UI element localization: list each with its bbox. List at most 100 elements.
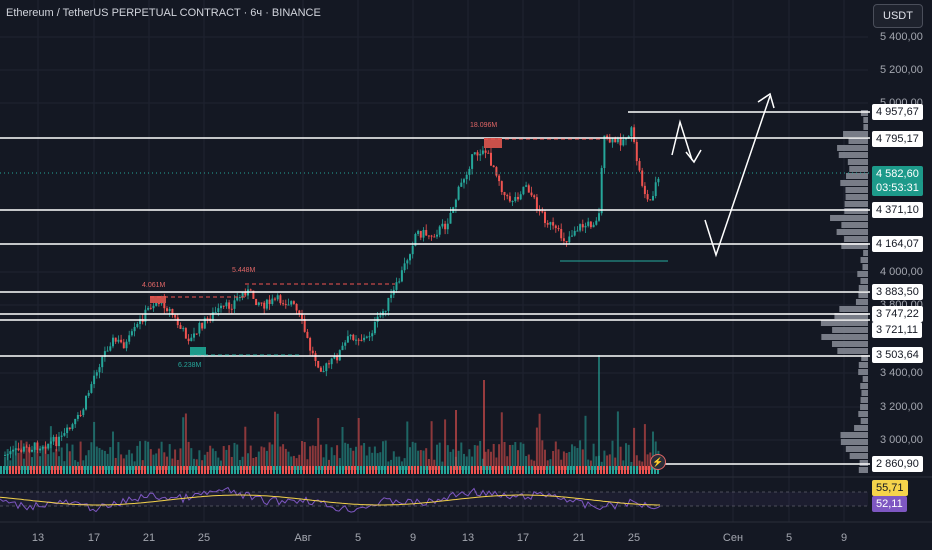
volume-strip xyxy=(222,466,224,474)
volume-bar xyxy=(120,454,123,470)
volume-bar xyxy=(363,443,366,470)
volume-bar xyxy=(82,460,85,470)
profile-bar xyxy=(847,159,868,165)
volume-strip xyxy=(261,466,263,474)
volume-strip xyxy=(141,466,143,474)
candle xyxy=(184,328,187,339)
volume-bar xyxy=(568,451,571,470)
volume-strip xyxy=(471,466,473,474)
candle xyxy=(58,436,60,447)
volume-bar xyxy=(95,446,98,470)
volume-strip xyxy=(90,466,92,474)
volume-bar xyxy=(66,443,69,470)
candle xyxy=(322,371,325,373)
volume-bar xyxy=(63,461,66,470)
candle xyxy=(568,236,571,243)
volume-strip xyxy=(102,466,104,474)
volume-bar xyxy=(260,446,263,470)
level-tag: 4 371,10 xyxy=(872,202,923,218)
candle xyxy=(290,301,293,305)
candle xyxy=(441,223,444,227)
volume-strip xyxy=(378,466,380,474)
volume-strip xyxy=(468,466,470,474)
candle xyxy=(654,182,657,197)
volume-strip xyxy=(201,466,203,474)
volume-strip xyxy=(120,466,122,474)
volume-strip xyxy=(132,466,134,474)
volume-bar xyxy=(166,456,168,470)
volume-strip xyxy=(549,466,551,474)
candle xyxy=(303,318,306,332)
countdown-tag: 03:53:31 xyxy=(872,180,923,196)
volume-bar xyxy=(58,456,60,470)
volume-bar xyxy=(103,450,106,470)
volume-bar xyxy=(346,443,349,470)
volume-strip xyxy=(429,466,431,474)
volume-strip xyxy=(0,466,2,474)
volume-bar xyxy=(525,456,528,470)
forecast-arrows xyxy=(671,92,775,258)
volume-bar xyxy=(376,453,379,470)
candle xyxy=(33,442,36,450)
volume-strip xyxy=(474,466,476,474)
volume-strip xyxy=(78,466,80,474)
candle xyxy=(287,304,290,306)
candle xyxy=(387,297,390,311)
volume-strip xyxy=(387,466,389,474)
currency-button[interactable]: USDT xyxy=(873,4,923,28)
volume-bar xyxy=(336,445,339,470)
volume-strip xyxy=(606,466,608,474)
candle xyxy=(344,342,347,346)
volume-bar xyxy=(306,459,309,470)
volume-strip xyxy=(375,466,377,474)
candle xyxy=(182,328,185,330)
lightning-icon[interactable]: ⚡ xyxy=(650,454,666,470)
candle xyxy=(39,448,42,451)
volume-strip xyxy=(126,466,128,474)
candle xyxy=(395,282,398,290)
volume-bar xyxy=(557,449,560,470)
volume-bar xyxy=(427,458,430,470)
volume-bar xyxy=(257,451,260,470)
volume-strip xyxy=(303,466,305,474)
candle xyxy=(85,395,87,410)
candle xyxy=(198,322,201,334)
volume-bar xyxy=(560,459,563,470)
time-tick: 21 xyxy=(142,532,156,544)
symbol-title[interactable]: Ethereum / TetherUS PERPETUAL CONTRACT ·… xyxy=(6,7,321,19)
candle xyxy=(600,168,603,214)
candle xyxy=(598,213,600,221)
volume-bar xyxy=(52,452,55,470)
volume-strip xyxy=(648,466,650,474)
candle xyxy=(317,360,320,368)
candle xyxy=(630,127,633,137)
candle xyxy=(117,339,120,342)
volume-strip xyxy=(372,466,374,474)
volume-strip xyxy=(270,466,272,474)
volume-bar xyxy=(228,445,231,470)
candle xyxy=(144,309,147,322)
zone-box xyxy=(484,138,502,148)
volume-strip xyxy=(117,466,119,474)
candle xyxy=(252,290,255,299)
volume-bar xyxy=(301,441,303,470)
volume-bar xyxy=(360,445,363,470)
volume-strip xyxy=(180,466,182,474)
volume-bar xyxy=(411,441,414,470)
profile-bar xyxy=(854,425,868,431)
volume-bar xyxy=(71,444,74,470)
profile-bar xyxy=(841,222,868,228)
candle xyxy=(611,137,614,143)
volume-bar xyxy=(562,451,565,470)
volume-bar xyxy=(98,448,101,470)
candle xyxy=(430,235,433,237)
profile-bar xyxy=(832,327,868,333)
volume-strip xyxy=(534,466,536,474)
candle xyxy=(4,454,6,456)
volume-strip xyxy=(93,466,95,474)
volume-bar xyxy=(303,441,306,470)
candle xyxy=(365,336,368,338)
candle xyxy=(52,436,55,442)
candle xyxy=(244,292,247,296)
